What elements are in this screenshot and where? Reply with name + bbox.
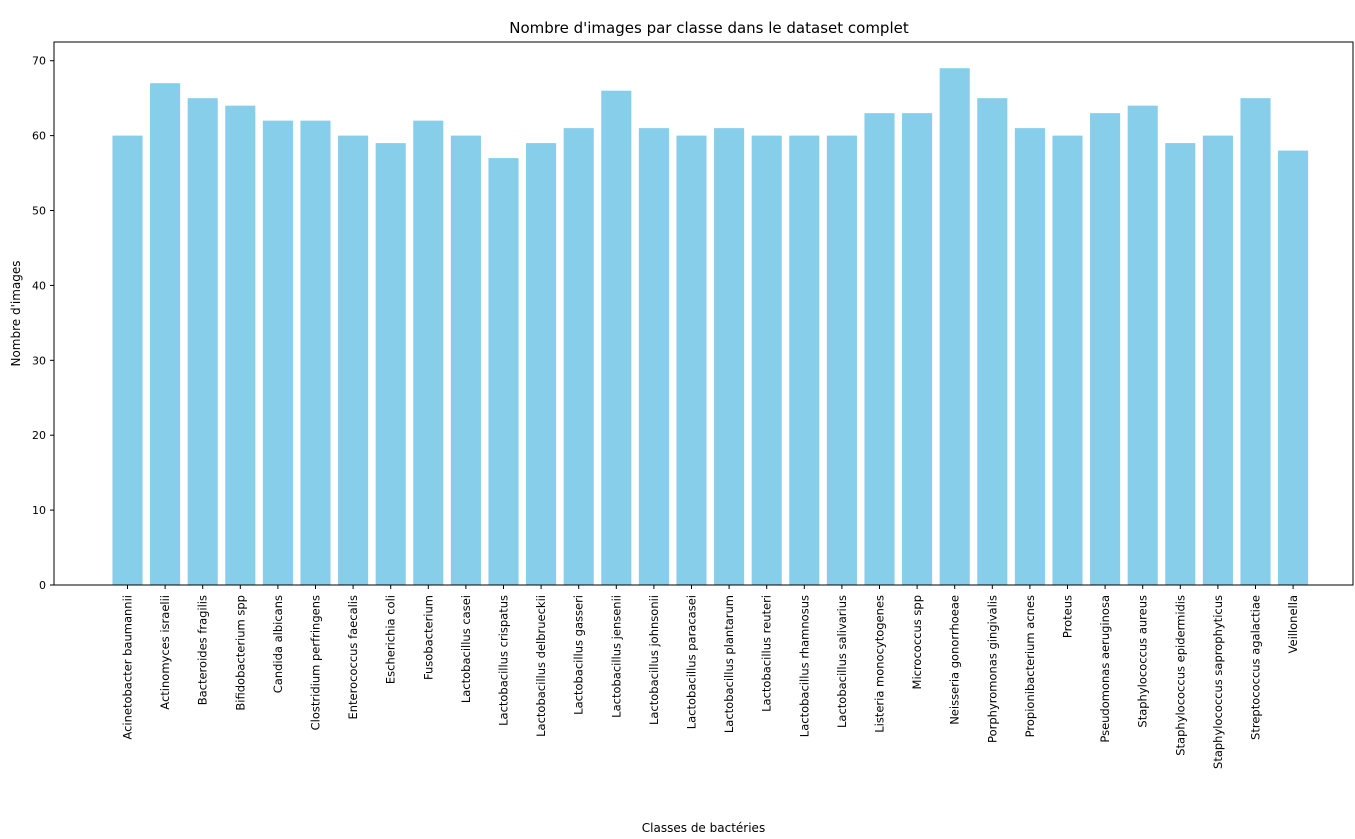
bar [1090, 113, 1121, 585]
x-tick-label: Lactobacillus paracasei [685, 595, 699, 729]
bar [300, 120, 331, 585]
bar [1240, 98, 1271, 585]
x-tick-label: Lactobacillus salivarius [835, 595, 849, 728]
x-tick-label: Actinomyces israelii [158, 595, 172, 710]
bar [262, 120, 293, 585]
y-tick-label: 10 [32, 504, 46, 517]
x-tick-label: Bacteroides fragilis [196, 595, 210, 705]
bar [225, 105, 256, 585]
x-tick-label: Pseudomonas aeruginosa [1098, 595, 1112, 743]
y-tick-label: 30 [32, 354, 46, 367]
x-tick-label: Veillonella [1286, 595, 1300, 653]
bar [714, 128, 745, 585]
bar [338, 135, 369, 585]
x-tick-label: Micrococcus spp [910, 595, 924, 689]
x-tick-label: Listeria monocytogenes [873, 595, 887, 733]
x-tick-label: Neisseria gonorrhoeae [948, 595, 962, 725]
bar [1202, 135, 1233, 585]
bar [563, 128, 594, 585]
x-tick-label: Lactobacillus crispatus [497, 595, 511, 726]
bar [1014, 128, 1045, 585]
y-tick-label: 0 [39, 579, 46, 592]
x-tick-label: Clostridium perfringens [309, 595, 323, 730]
bar [375, 143, 406, 585]
x-tick-label: Lactobacillus casei [459, 595, 473, 703]
bar [488, 158, 519, 585]
x-tick-label: Porphyromonas gingivalis [985, 595, 999, 743]
bars-group [112, 68, 1309, 585]
bar [638, 128, 669, 585]
x-tick-label: Lactobacillus delbrueckii [534, 595, 548, 737]
bar [789, 135, 820, 585]
x-tick-label: Lactobacillus gasseri [572, 595, 586, 715]
y-tick-label: 40 [32, 279, 46, 292]
bar [751, 135, 782, 585]
x-tick-label: Lactobacillus jensenii [609, 595, 623, 718]
plot-frame [53, 41, 1354, 586]
x-tick-label: Escherichia coli [384, 595, 398, 684]
bar [1165, 143, 1196, 585]
x-tick-label: Staphylococcus epidermidis [1173, 595, 1187, 756]
bar [112, 135, 143, 585]
bar [977, 98, 1008, 585]
x-axis: Acinetobacter baumannii Actinomyces israe… [121, 585, 1300, 769]
bar [864, 113, 895, 585]
x-tick-label: Proteus [1061, 595, 1075, 638]
x-tick-label: Lactobacillus johnsonii [647, 595, 661, 725]
y-axis-label: Nombre d'images [9, 260, 23, 366]
y-tick-label: 50 [32, 205, 46, 218]
x-tick-label: Candida albicans [271, 595, 285, 693]
bar [902, 113, 933, 585]
bar [601, 90, 632, 585]
y-tick-label: 20 [32, 429, 46, 442]
bar [450, 135, 481, 585]
x-tick-label: Streptococcus agalactiae [1249, 595, 1263, 740]
bar [150, 83, 181, 585]
bar [1052, 135, 1083, 585]
x-tick-label: Propionibacterium acnes [1023, 595, 1037, 737]
x-tick-label: Staphylococcus saprophyticus [1211, 595, 1225, 769]
y-tick-label: 70 [32, 55, 46, 68]
x-tick-label: Staphylococcus aureus [1136, 595, 1150, 728]
x-tick-label: Bifidobacterium spp [233, 595, 247, 711]
x-tick-label: Lactobacillus rhamnosus [797, 595, 811, 737]
y-tick-label: 60 [32, 130, 46, 143]
y-axis: 0 10 20 30 40 50 60 70 [32, 55, 54, 592]
bar [526, 143, 557, 585]
x-tick-label: Acinetobacter baumannii [121, 595, 135, 740]
x-axis-label: Classes de bactéries [642, 821, 765, 835]
bar [939, 68, 970, 585]
x-tick-label: Fusobacterium [421, 595, 435, 680]
bar [413, 120, 444, 585]
x-tick-label: Lactobacillus reuteri [760, 595, 774, 712]
bar [1127, 105, 1158, 585]
bar [676, 135, 707, 585]
x-tick-label: Enterococcus faecalis [346, 595, 360, 720]
x-tick-label: Lactobacillus plantarum [722, 595, 736, 733]
bar [187, 98, 218, 585]
bar [1278, 150, 1309, 585]
bar [826, 135, 857, 585]
chart-title: Nombre d'images par classe dans le datas… [509, 19, 909, 37]
